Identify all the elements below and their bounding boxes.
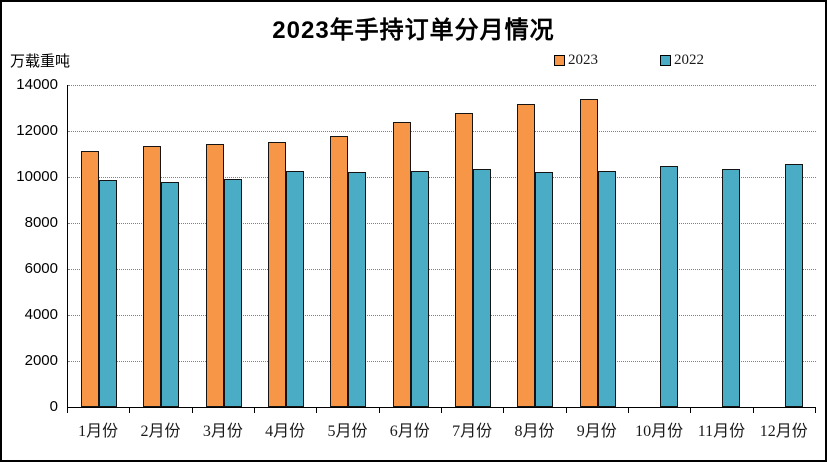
x-tick-label-1月份: 1月份: [78, 423, 119, 440]
x-tick-label-8月份: 8月份: [514, 423, 555, 440]
x-axis-tick-mark: [753, 408, 754, 413]
bar-2023-3月份: [205, 144, 224, 407]
x-tick-label-4月份: 4月份: [265, 423, 306, 440]
bar-2023-9月份: [579, 99, 598, 407]
bar-spacer-2023-10月份: [642, 405, 660, 407]
bar-2022-12月份: [784, 164, 803, 407]
category-slot-1月份: [68, 85, 130, 407]
x-axis-tick-mark: [628, 408, 629, 413]
bar-2022-4月份: [286, 171, 305, 407]
x-axis-tick-labels: 1月份 2月份 3月份 4月份 5月份 6月份 7月份 8月份 9月份 10月份 11月份 12月份: [67, 421, 815, 443]
category-slot-8月份: [504, 85, 566, 407]
x-tick-label-2月份: 2月份: [140, 423, 181, 440]
category-slot-11月份: [691, 85, 753, 407]
bar-spacer-2023-11月份: [704, 405, 722, 407]
bar-2022-1月份: [99, 180, 118, 407]
category-slot-5月份: [317, 85, 379, 407]
x-tick-label-10月份: 10月份: [635, 423, 684, 440]
x-axis-tick-mark: [379, 408, 380, 413]
gridline-4000: [68, 315, 816, 316]
legend-label: 2023: [568, 52, 598, 68]
bar-2022-5月份: [348, 172, 367, 407]
bar-2023-6月份: [392, 122, 411, 407]
x-tick-label-7月份: 7月份: [452, 423, 493, 440]
legend-swatch-icon: [554, 55, 565, 66]
gridline-8000: [68, 223, 816, 224]
bar-2022-8月份: [535, 172, 554, 407]
gridline-14000: [68, 85, 816, 86]
x-tick-label-12月份: 12月份: [759, 423, 808, 440]
x-axis-tick-mark: [316, 408, 317, 413]
gridline-6000: [68, 269, 816, 270]
bar-2022-10月份: [660, 166, 679, 407]
bar-2022-2月份: [161, 182, 180, 407]
bar-spacer-2023-12月份: [767, 405, 785, 407]
x-tick-label-5月份: 5月份: [327, 423, 368, 440]
legend-label: 2022: [674, 52, 704, 68]
gridline-12000: [68, 131, 816, 132]
category-slot-9月份: [567, 85, 629, 407]
x-axis-tick-mark: [566, 408, 567, 413]
bar-2023-7月份: [455, 113, 474, 407]
y-tick-label-0: 0: [49, 398, 58, 415]
category-slot-10月份: [629, 85, 691, 407]
category-slot-2月份: [130, 85, 192, 407]
bar-2023-1月份: [81, 151, 100, 407]
category-slot-3月份: [193, 85, 255, 407]
category-slot-6月份: [380, 85, 442, 407]
x-tick-label-11月份: 11月份: [697, 423, 746, 440]
bar-2022-7月份: [473, 169, 492, 407]
y-tick-label-8000: 8000: [24, 214, 58, 231]
bar-2023-8月份: [517, 104, 536, 407]
legend-swatch-icon: [660, 55, 671, 66]
bar-2022-11月份: [722, 169, 741, 407]
y-tick-label-10000: 10000: [16, 168, 58, 185]
legend: 2023 2022: [554, 53, 704, 68]
category-slot-7月份: [442, 85, 504, 407]
bar-series-container: [68, 85, 816, 407]
bar-2022-9月份: [597, 171, 616, 407]
x-tick-label-6月份: 6月份: [389, 423, 430, 440]
x-axis-tick-mark: [441, 408, 442, 413]
gridline-10000: [68, 177, 816, 178]
x-tick-label-9月份: 9月份: [576, 423, 617, 440]
y-tick-label-12000: 12000: [16, 122, 58, 139]
bar-2023-2月份: [143, 146, 162, 407]
x-axis-tick-mark: [192, 408, 193, 413]
bar-2022-6月份: [410, 171, 429, 407]
category-slot-12月份: [754, 85, 816, 407]
y-axis-unit-label: 万载重吨: [10, 53, 71, 70]
y-tick-label-4000: 4000: [24, 306, 58, 323]
legend-item-2022: 2022: [660, 53, 704, 68]
x-axis-tick-mark: [690, 408, 691, 413]
bar-2022-3月份: [223, 179, 242, 407]
category-slot-4月份: [255, 85, 317, 407]
x-axis-tick-mark: [67, 408, 68, 413]
plot-area: [67, 85, 816, 408]
bar-2023-5月份: [330, 136, 349, 407]
x-axis-tick-mark: [254, 408, 255, 413]
x-axis-tick-mark: [815, 408, 816, 413]
x-axis-tick-mark: [129, 408, 130, 413]
bar-2023-4月份: [268, 142, 287, 407]
x-tick-label-3月份: 3月份: [202, 423, 243, 440]
x-axis-tick-mark: [503, 408, 504, 413]
y-tick-label-2000: 2000: [24, 352, 58, 369]
gridline-2000: [68, 361, 816, 362]
legend-item-2023: 2023: [554, 53, 598, 68]
y-tick-label-14000: 14000: [16, 76, 58, 93]
y-tick-label-6000: 6000: [24, 260, 58, 277]
chart-title: 2023年手持订单分月情况: [272, 17, 555, 44]
